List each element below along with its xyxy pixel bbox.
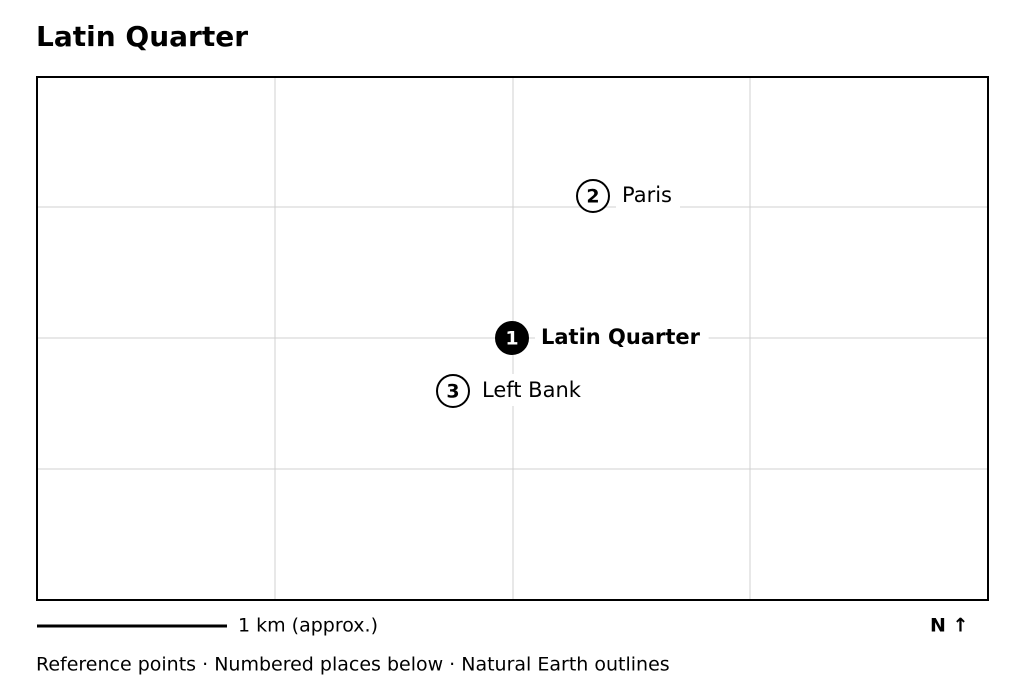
- marker-number: 1: [505, 328, 518, 350]
- title: Latin Quarter: [36, 20, 248, 53]
- marker-circle: [436, 374, 470, 408]
- place-label: Latin Quarter: [541, 325, 701, 349]
- place-label: Left Bank: [482, 378, 582, 402]
- marker-circle: [576, 179, 610, 213]
- marker-number: 2: [586, 186, 599, 208]
- place-marker: 1 Latin Quarter: [495, 321, 709, 355]
- label-background: [476, 374, 590, 406]
- scale-label: 1 km (approx.): [238, 615, 378, 637]
- marker-circle: [495, 321, 529, 355]
- label-background: [535, 321, 709, 353]
- map-frame: [36, 76, 989, 601]
- place-marker: 2 Paris: [576, 179, 680, 213]
- north-arrow: N ↑: [930, 615, 968, 637]
- label-background: [616, 179, 680, 211]
- places: 1 Latin Quarter 2 Paris 3 Left Bank: [436, 179, 709, 408]
- footer: Reference points · Numbered places below…: [36, 654, 670, 676]
- marker-number: 3: [446, 381, 459, 403]
- place-label: Paris: [622, 183, 672, 207]
- place-marker: 3 Left Bank: [436, 374, 590, 408]
